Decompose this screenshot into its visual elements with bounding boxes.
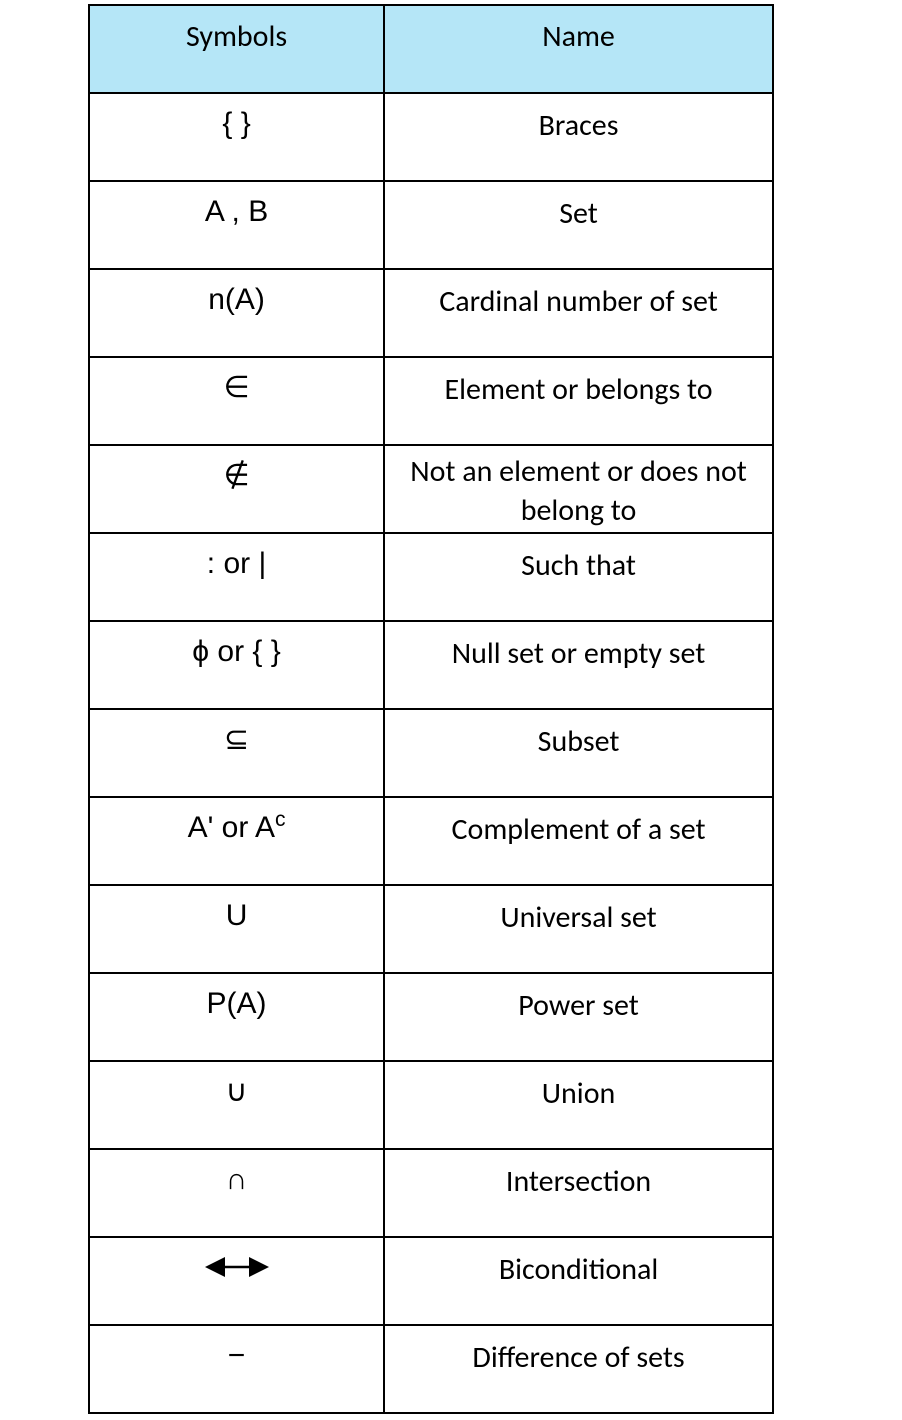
name-cell: Such that xyxy=(384,533,773,621)
name-cell: Difference of sets xyxy=(384,1325,773,1413)
symbol-cell xyxy=(89,1237,384,1325)
table-header-row: Symbols Name xyxy=(89,5,773,93)
table-row: { }Braces xyxy=(89,93,773,181)
name-cell: Biconditional xyxy=(384,1237,773,1325)
symbol-cell: n(A) xyxy=(89,269,384,357)
biconditional-arrow-icon xyxy=(200,1251,274,1287)
table-row: n(A)Cardinal number of set xyxy=(89,269,773,357)
name-cell: Cardinal number of set xyxy=(384,269,773,357)
table-row: : or |Such that xyxy=(89,533,773,621)
table-row: ∈Element or belongs to xyxy=(89,357,773,445)
header-name: Name xyxy=(384,5,773,93)
table-row: P(A)Power set xyxy=(89,973,773,1061)
table-body: { }BracesA , BSetn(A)Cardinal number of … xyxy=(89,93,773,1413)
symbol-cell: − xyxy=(89,1325,384,1413)
symbol-cell: ∪ xyxy=(89,1061,384,1149)
symbol-cell: ⊆ xyxy=(89,709,384,797)
symbol-cell: ∉ xyxy=(89,445,384,533)
table-row: ∩Intersection xyxy=(89,1149,773,1237)
symbols-table-wrapper: Symbols Name { }BracesA , BSetn(A)Cardin… xyxy=(88,4,774,1414)
table-row: Biconditional xyxy=(89,1237,773,1325)
table-row: ∪Union xyxy=(89,1061,773,1149)
name-cell: Universal set xyxy=(384,885,773,973)
symbol-cell: ∈ xyxy=(89,357,384,445)
name-cell: Null set or empty set xyxy=(384,621,773,709)
header-symbols: Symbols xyxy=(89,5,384,93)
table-row: ⊆Subset xyxy=(89,709,773,797)
symbol-cell: A , B xyxy=(89,181,384,269)
name-cell: Set xyxy=(384,181,773,269)
symbols-table: Symbols Name { }BracesA , BSetn(A)Cardin… xyxy=(88,4,774,1414)
table-row: A' or AcComplement of a set xyxy=(89,797,773,885)
name-cell: Subset xyxy=(384,709,773,797)
symbol-cell: ∩ xyxy=(89,1149,384,1237)
table-row: −Difference of sets xyxy=(89,1325,773,1413)
symbol-cell: : or | xyxy=(89,533,384,621)
symbol-cell: U xyxy=(89,885,384,973)
name-cell: Element or belongs to xyxy=(384,357,773,445)
table-row: ∉Not an element or does not belong to xyxy=(89,445,773,533)
name-cell: Union xyxy=(384,1061,773,1149)
symbol-cell: { } xyxy=(89,93,384,181)
table-row: A , BSet xyxy=(89,181,773,269)
symbol-cell: ϕ or { } xyxy=(89,621,384,709)
name-cell: Intersection xyxy=(384,1149,773,1237)
table-row: ϕ or { }Null set or empty set xyxy=(89,621,773,709)
name-cell: Braces xyxy=(384,93,773,181)
name-cell: Not an element or does not belong to xyxy=(384,445,773,533)
name-cell: Complement of a set xyxy=(384,797,773,885)
name-cell: Power set xyxy=(384,973,773,1061)
symbol-cell: P(A) xyxy=(89,973,384,1061)
symbol-cell: A' or Ac xyxy=(89,797,384,885)
table-row: UUniversal set xyxy=(89,885,773,973)
